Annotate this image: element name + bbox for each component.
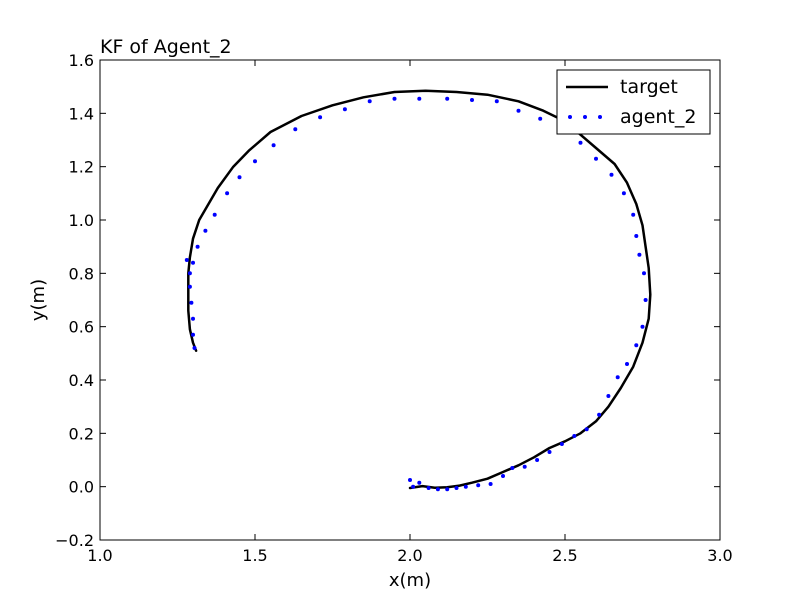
series-point-agent_2 [408, 478, 412, 482]
series-point-agent_2 [501, 474, 505, 478]
series-point-agent_2 [342, 107, 347, 112]
series-point-agent_2 [411, 484, 416, 489]
series-point-agent_2 [470, 98, 474, 102]
series-point-agent_2 [253, 159, 257, 164]
series-point-agent_2 [510, 466, 515, 470]
y-tick-label: 0.2 [69, 424, 94, 443]
series-point-agent_2 [463, 484, 468, 489]
series-point-agent_2 [318, 115, 323, 120]
series-point-agent_2 [191, 332, 195, 337]
series-point-agent_2 [640, 324, 645, 329]
series-point-agent_2 [187, 284, 192, 289]
y-tick-label: 1.2 [69, 158, 94, 177]
y-tick-label: 1.0 [69, 211, 94, 230]
series-point-agent_2 [476, 483, 481, 488]
legend-agent-dot [598, 115, 602, 119]
series-point-agent_2 [634, 234, 639, 238]
series-point-agent_2 [621, 191, 626, 196]
series-point-agent_2 [631, 212, 636, 217]
y-tick-label: 0.4 [69, 371, 94, 390]
series-point-agent_2 [615, 375, 620, 380]
series-layer [184, 89, 652, 492]
series-point-agent_2 [445, 96, 450, 101]
series-point-agent_2 [594, 156, 598, 161]
series-point-agent_2 [225, 191, 230, 196]
x-tick-label: 2.5 [552, 546, 577, 565]
series-point-agent_2 [578, 140, 583, 145]
series-point-agent_2 [454, 486, 459, 490]
series-point-agent_2 [212, 212, 217, 217]
series-point-agent_2 [516, 108, 521, 113]
y-tick-label: 0.8 [69, 264, 94, 283]
series-point-agent_2 [195, 244, 200, 249]
y-tick-label: −0.2 [55, 531, 94, 550]
series-point-agent_2 [609, 172, 614, 177]
series-point-agent_2 [522, 464, 527, 469]
series-point-agent_2 [192, 346, 197, 350]
series-point-agent_2 [488, 482, 493, 486]
series-point-agent_2 [625, 362, 629, 366]
series-point-agent_2 [634, 343, 639, 348]
x-tick-label: 1.0 [87, 546, 112, 565]
y-tick-label: 0.6 [69, 318, 94, 337]
series-point-agent_2 [417, 96, 422, 101]
series-point-agent_2 [643, 298, 648, 302]
x-tick-label: 1.5 [242, 546, 267, 565]
legend-agent-dot [568, 115, 572, 119]
legend-agent-label: agent_2 [620, 106, 696, 128]
series-point-agent_2 [203, 228, 208, 233]
series-point-agent_2 [606, 394, 611, 398]
x-tick-label: 3.0 [707, 546, 732, 565]
series-point-agent_2 [367, 99, 372, 104]
series-point-agent_2 [191, 316, 195, 321]
x-tick-label: 2.0 [397, 546, 422, 565]
series-point-agent_2 [584, 427, 589, 432]
series-point-agent_2 [189, 300, 194, 305]
series-point-agent_2 [237, 175, 242, 180]
series-point-agent_2 [559, 442, 564, 446]
series-point-agent_2 [392, 96, 397, 101]
series-point-agent_2 [535, 458, 540, 462]
plot-area [100, 60, 720, 540]
series-point-agent_2 [293, 127, 298, 132]
y-axis-label: y(m) [28, 279, 49, 321]
series-point-agent_2 [191, 260, 195, 265]
series-point-agent_2 [435, 487, 440, 492]
ticks-layer: 1.0 1.5 2.0 2.5 3.0 −0.2 0.0 0.2 0.4 0.6 0.8 1.0 1.2… [55, 51, 733, 565]
series-point-agent_2 [445, 487, 450, 492]
legend-target-label: target [620, 76, 678, 98]
series-point-agent_2 [426, 486, 431, 490]
y-tick-label: 0.0 [69, 478, 94, 497]
series-point-agent_2 [494, 99, 499, 104]
series-point-agent_2 [597, 412, 602, 417]
series-point-agent_2 [642, 271, 646, 276]
series-point-agent_2 [271, 143, 276, 148]
series-point-agent_2 [187, 271, 192, 276]
series-point-agent_2 [572, 434, 577, 438]
x-axis-label: x(m) [389, 570, 431, 591]
chart-title: KF of Agent_2 [100, 36, 232, 58]
legend-frame [556, 69, 711, 135]
series-point-agent_2 [417, 480, 422, 485]
legend-agent-dot [583, 115, 587, 119]
y-tick-label: 1.6 [69, 51, 94, 70]
series-point-agent_2 [538, 116, 543, 121]
series-point-agent_2 [637, 252, 642, 257]
series-point-agent_2 [184, 258, 189, 262]
series-line-target [187, 89, 652, 490]
legend: target agent_2 [556, 69, 711, 135]
y-tick-label: 1.4 [69, 104, 94, 123]
series-point-agent_2 [547, 450, 552, 454]
